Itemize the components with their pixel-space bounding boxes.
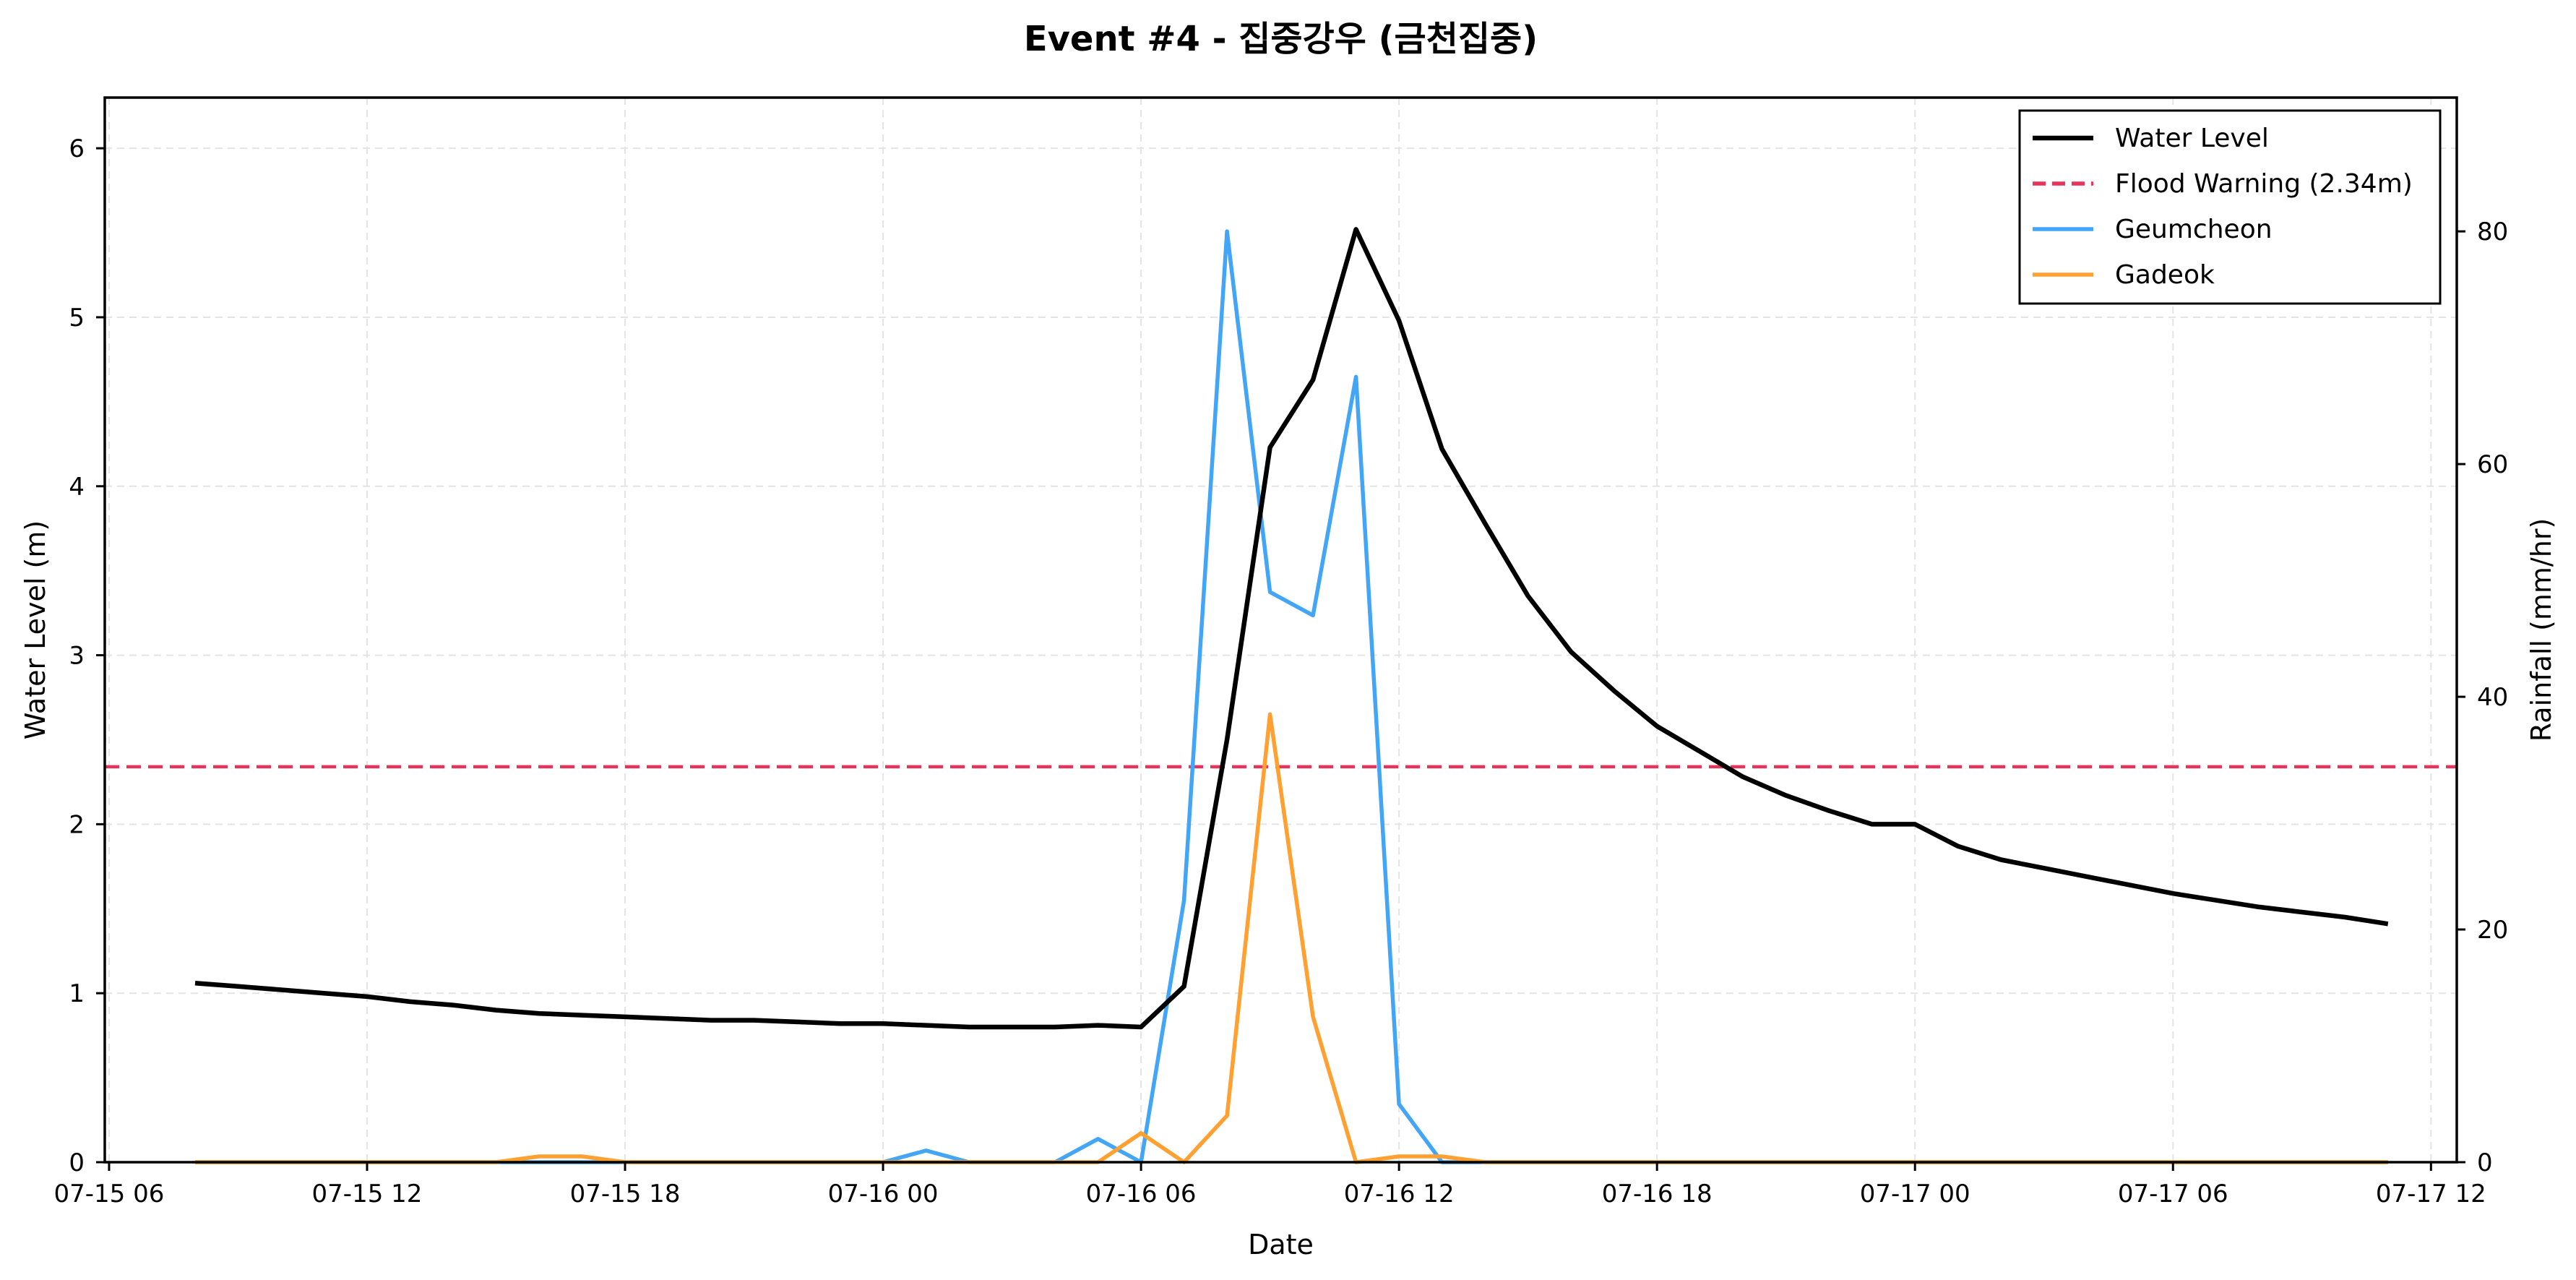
legend-item: Gadeok <box>2033 260 2215 290</box>
y-left-tick-label: 1 <box>69 979 85 1008</box>
x-tick-label: 07-16 12 <box>1344 1180 1455 1208</box>
legend: Water Level Flood Warning (2.34m) Geumcheo… <box>2018 109 2442 305</box>
y-left-tick-label: 6 <box>69 134 85 163</box>
x-tick-label: 07-15 18 <box>570 1180 681 1208</box>
ticks: 07-15 06 07-15 12 07-15 18 07-16 00 07-16 06… <box>54 134 2509 1208</box>
x-tick-label: 07-16 00 <box>828 1180 939 1208</box>
series-line-geumcheon <box>195 229 2388 1164</box>
y-left-tick-label: 0 <box>69 1148 85 1177</box>
legend-box <box>2018 109 2442 305</box>
legend-label: Gadeok <box>2115 260 2215 290</box>
x-tick-label: 07-15 06 <box>54 1180 165 1208</box>
y-right-tick-label: 80 <box>2477 218 2508 246</box>
y-axis-right-label: Rainfall (mm/hr) <box>2525 518 2557 742</box>
plot-frame <box>103 96 2458 1164</box>
x-tick-label: 07-17 00 <box>1860 1180 1970 1208</box>
y-axis-left-label: Water Level (m) <box>20 520 51 739</box>
x-axis-label: Date <box>1248 1229 1314 1260</box>
y-left-tick-label: 2 <box>69 810 85 839</box>
y-left-tick-label: 3 <box>69 642 85 671</box>
legend-item: Water Level <box>2033 124 2269 153</box>
y-left-tick-label: 5 <box>69 304 85 332</box>
chart-title: Event #4 - 집중강우 (금천집중) <box>1024 19 1538 59</box>
x-tick-label: 07-16 06 <box>1086 1180 1197 1208</box>
legend-label: Flood Warning (2.34m) <box>2115 169 2413 199</box>
y-right-tick-label: 0 <box>2477 1148 2493 1177</box>
series-line-gadeok <box>195 712 2388 1164</box>
legend-label: Water Level <box>2115 124 2269 153</box>
legend-item: Geumcheon <box>2033 215 2273 244</box>
series-line-water-level <box>194 227 2389 1030</box>
x-tick-label: 07-17 06 <box>2118 1180 2228 1208</box>
legend-item: Flood Warning (2.34m) <box>2033 169 2413 199</box>
x-tick-label: 07-17 12 <box>2376 1180 2486 1208</box>
legend-label: Geumcheon <box>2115 215 2273 244</box>
y-left-tick-label: 4 <box>69 473 85 502</box>
y-right-tick-label: 20 <box>2477 916 2508 945</box>
x-tick-label: 07-16 18 <box>1602 1180 1713 1208</box>
x-tick-label: 07-15 12 <box>312 1180 423 1208</box>
series-group <box>194 227 2389 1164</box>
y-right-tick-label: 40 <box>2477 683 2508 712</box>
y-right-tick-label: 60 <box>2477 450 2508 479</box>
